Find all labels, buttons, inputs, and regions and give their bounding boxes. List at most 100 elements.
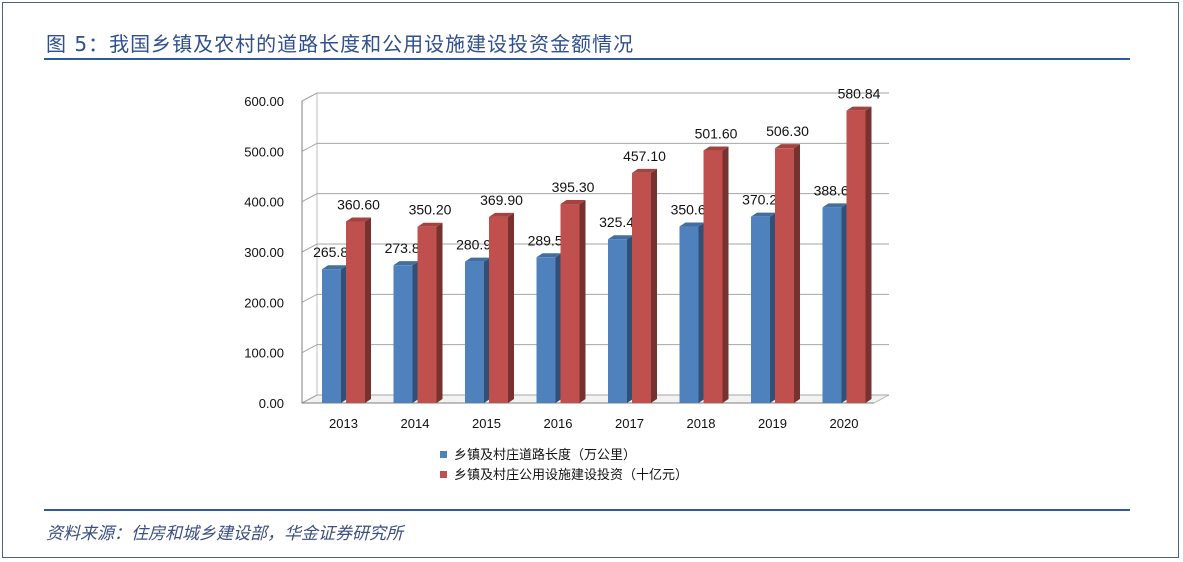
bar-side	[770, 212, 776, 403]
bar-side	[651, 168, 657, 403]
bar	[775, 144, 800, 403]
bar-side	[627, 235, 633, 403]
bar	[465, 257, 490, 403]
gridline	[301, 142, 889, 152]
bar-top	[751, 212, 776, 217]
gridline	[301, 92, 889, 102]
bar	[536, 253, 562, 403]
x-tick-label: 2017	[615, 416, 644, 431]
bar-face	[393, 265, 413, 403]
data-label: 457.10	[623, 148, 666, 164]
y-tick-label: 600.00	[244, 94, 284, 109]
x-tick-label: 2020	[830, 416, 859, 431]
bar	[322, 265, 347, 403]
legend-label: 乡镇及村庄道路长度（万公里）	[454, 447, 636, 463]
bar-top	[465, 257, 490, 262]
bar-face	[346, 221, 365, 403]
source-note: 资料来源：住房和城乡建设部，华金证券研究所	[46, 524, 403, 544]
bar-top	[822, 203, 848, 208]
x-tick-label: 2018	[687, 416, 716, 431]
x-tick-label: 2014	[401, 416, 430, 431]
bar	[489, 212, 514, 403]
y-tick-label: 400.00	[244, 195, 284, 210]
x-tick-label: 2016	[544, 416, 573, 431]
data-label: 350.20	[409, 202, 452, 218]
bar-face	[417, 226, 437, 403]
data-label: 501.60	[695, 126, 738, 142]
data-label: 360.60	[337, 196, 380, 212]
bars: 265.80 360.60 2013 273.80 350.20 2014 280.90 36…	[313, 86, 881, 431]
data-label: 273.80	[385, 240, 428, 256]
bar-top	[322, 265, 347, 270]
bar	[846, 106, 872, 404]
bar-face	[775, 148, 794, 403]
y-tick-label: 500.00	[244, 144, 284, 159]
bar	[417, 222, 443, 403]
bar-top	[775, 144, 800, 149]
bar-face	[536, 257, 556, 403]
bar-face	[608, 239, 627, 403]
bar	[703, 146, 729, 403]
x-tick-label: 2013	[329, 416, 358, 431]
data-label: 265.80	[313, 244, 356, 260]
bar-face	[703, 150, 723, 403]
bar-top	[679, 222, 705, 227]
bar-side	[722, 146, 729, 403]
x-tick-label: 2019	[758, 416, 787, 431]
bar-top	[489, 212, 514, 217]
legend-label: 乡镇及村庄公用设施建设投资（十亿元）	[454, 467, 688, 483]
bar-side	[698, 222, 705, 403]
bar-top	[703, 146, 729, 151]
bar-side	[412, 261, 419, 403]
y-tick-label: 0.00	[259, 396, 284, 411]
bar-face	[465, 261, 484, 403]
bar-side	[555, 253, 562, 403]
legend-swatch	[440, 451, 447, 458]
data-label: 350.60	[671, 202, 714, 218]
bar-top	[536, 253, 562, 258]
gridline	[301, 344, 889, 354]
bar-face	[846, 110, 866, 404]
bar-side	[841, 203, 848, 403]
bar	[679, 222, 705, 403]
data-label: 506.30	[766, 123, 809, 139]
data-label: 369.90	[480, 192, 523, 208]
source-rule	[44, 509, 1130, 511]
bar-side	[508, 212, 514, 403]
data-label: 289.50	[528, 232, 571, 248]
data-label: 580.84	[838, 86, 881, 102]
bar-face	[632, 172, 651, 403]
floor	[301, 394, 890, 404]
figure-title: 图 5：我国乡镇及农村的道路长度和公用设施建设投资金额情况	[46, 32, 635, 56]
x-tick-label: 2015	[472, 416, 501, 431]
bar	[608, 235, 633, 403]
bar-side	[484, 257, 490, 403]
data-label: 395.30	[552, 179, 595, 195]
bar-face	[751, 216, 770, 403]
bar-face	[560, 204, 580, 403]
data-label: 370.20	[742, 192, 785, 208]
bar-side	[365, 217, 371, 403]
bar-top	[417, 222, 443, 227]
bar-top	[560, 200, 586, 205]
gridline	[301, 293, 889, 303]
legend: 乡镇及村庄道路长度（万公里） 乡镇及村庄公用设施建设投资（十亿元）	[440, 447, 688, 483]
bar	[822, 203, 848, 403]
bar-top	[846, 106, 872, 111]
bar-face	[679, 226, 699, 403]
data-label: 280.90	[456, 237, 499, 253]
bar	[346, 217, 371, 403]
bar	[632, 168, 657, 403]
bar-face	[322, 269, 341, 403]
title-rule	[44, 58, 1130, 60]
bar-side	[865, 106, 872, 404]
bar-top	[393, 261, 419, 266]
bar-side	[579, 200, 586, 403]
bar-top	[608, 235, 633, 240]
bar-side	[436, 222, 443, 403]
legend-swatch	[440, 471, 447, 478]
bar	[751, 212, 776, 403]
data-label: 325.40	[599, 214, 642, 230]
